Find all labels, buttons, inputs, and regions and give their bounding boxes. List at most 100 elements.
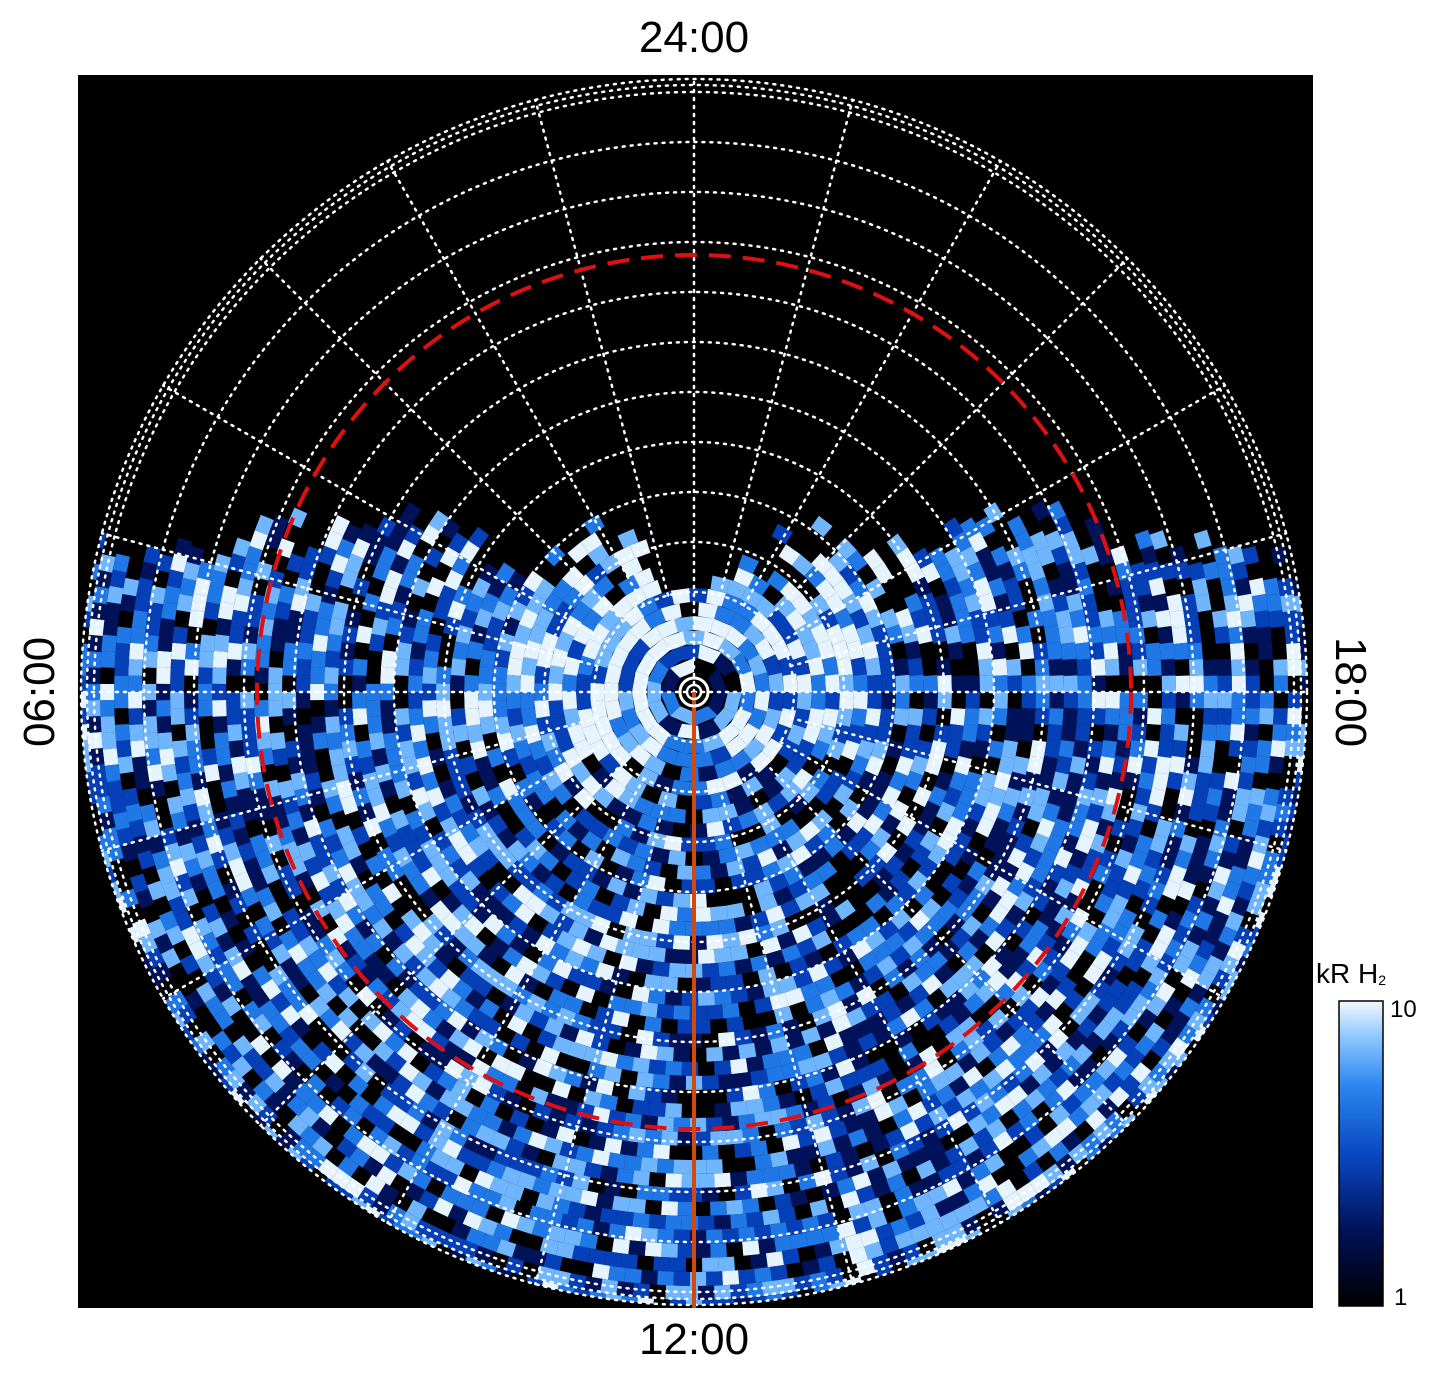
emission-cell xyxy=(639,1044,658,1061)
emission-cell xyxy=(993,692,1008,709)
emission-cell xyxy=(1048,658,1064,676)
colorbar-max-label: 10 xyxy=(1390,996,1417,1023)
emission-cell xyxy=(794,891,816,912)
emission-cell xyxy=(839,692,854,710)
emission-cell xyxy=(131,610,148,628)
emission-cell xyxy=(856,739,875,760)
emission-cell xyxy=(614,938,635,957)
emission-cell xyxy=(422,666,438,684)
emission-cell xyxy=(741,586,764,608)
emission-cell xyxy=(633,567,655,588)
emission-cell xyxy=(771,839,793,861)
emission-cell xyxy=(964,708,980,726)
emission-cell xyxy=(1251,594,1269,613)
emission-cell xyxy=(1209,772,1226,791)
emission-cell xyxy=(768,873,790,893)
emission-cell xyxy=(595,839,617,861)
emission-cell xyxy=(1075,642,1091,660)
emission-cell xyxy=(669,1075,686,1090)
emission-cell xyxy=(862,813,884,836)
emission-cell xyxy=(591,1263,610,1280)
emission-cell xyxy=(673,1005,690,1020)
emission-cell xyxy=(506,674,521,692)
emission-cell xyxy=(1146,708,1162,725)
emission-cell xyxy=(352,675,367,692)
emission-cell xyxy=(818,608,839,630)
emission-cell xyxy=(857,592,878,614)
emission-cell xyxy=(725,735,748,758)
emission-cell xyxy=(544,796,566,819)
emission-cell xyxy=(567,542,590,564)
emission-cell xyxy=(647,946,666,963)
emission-cell xyxy=(627,1084,646,1101)
emission-cell xyxy=(654,819,674,837)
emission-cell xyxy=(768,692,784,712)
emission-cell xyxy=(718,803,739,822)
emission-cell xyxy=(551,578,573,601)
emission-cell xyxy=(807,656,825,676)
emission-cell xyxy=(1256,740,1272,758)
emission-cell xyxy=(673,1271,690,1286)
emission-cell xyxy=(923,692,938,709)
emission-cell xyxy=(776,853,798,874)
emission-cell xyxy=(1166,593,1184,613)
emission-cell xyxy=(714,759,737,779)
emission-cell xyxy=(602,905,623,925)
emission-cell xyxy=(491,762,511,784)
emission-cell xyxy=(809,768,831,791)
emission-cell xyxy=(671,822,690,838)
emission-cell xyxy=(742,1013,761,1031)
emission-cell xyxy=(190,593,208,612)
emission-cell xyxy=(640,579,662,600)
emission-cell xyxy=(1203,708,1218,725)
emission-cell xyxy=(635,652,658,676)
emission-cell xyxy=(633,796,655,817)
emission-cell xyxy=(1259,708,1274,725)
emission-cell xyxy=(743,738,766,761)
emission-cell xyxy=(734,1029,753,1046)
emission-cell xyxy=(907,657,924,676)
emission-cell xyxy=(1098,756,1115,775)
emission-cell xyxy=(718,1256,735,1272)
emission-cell xyxy=(593,715,613,738)
emission-cell xyxy=(368,732,385,751)
emission-cell xyxy=(324,666,339,684)
emission-cell xyxy=(738,1042,757,1060)
emission-cell xyxy=(841,739,860,761)
emission-cell xyxy=(616,1168,635,1185)
emission-cell xyxy=(1268,610,1285,628)
emission-cell xyxy=(459,608,478,629)
emission-cell xyxy=(471,785,491,807)
colorbar-min-label: 1 xyxy=(1394,1284,1408,1311)
emission-cell xyxy=(326,732,343,751)
emission-cell xyxy=(804,796,826,819)
emission-cell xyxy=(493,716,511,736)
emission-cell xyxy=(591,595,614,618)
emission-cell xyxy=(632,1170,650,1186)
emission-cell xyxy=(1132,658,1148,676)
emission-cell xyxy=(780,898,801,919)
emission-cell xyxy=(786,793,809,816)
emission-cell xyxy=(562,565,584,588)
emission-cell xyxy=(796,692,812,711)
emission-cell xyxy=(822,873,845,895)
emission-cell xyxy=(822,796,844,819)
emission-cell xyxy=(314,617,331,637)
emission-cell xyxy=(464,592,484,614)
emission-cell xyxy=(1263,577,1280,597)
emission-cell xyxy=(450,692,465,709)
emission-cell xyxy=(1273,675,1288,692)
emission-cell xyxy=(587,544,610,566)
emission-cell xyxy=(464,674,479,692)
emission-cell xyxy=(909,692,924,710)
emission-cell xyxy=(803,834,826,856)
emission-cell xyxy=(1240,756,1257,774)
emission-cell xyxy=(779,780,802,803)
emission-cell xyxy=(802,639,822,661)
emission-cell xyxy=(599,1207,618,1225)
emission-cell xyxy=(1180,593,1198,612)
emission-cell xyxy=(296,658,312,676)
emission-cell xyxy=(664,1103,682,1118)
emission-cell xyxy=(754,1153,773,1170)
